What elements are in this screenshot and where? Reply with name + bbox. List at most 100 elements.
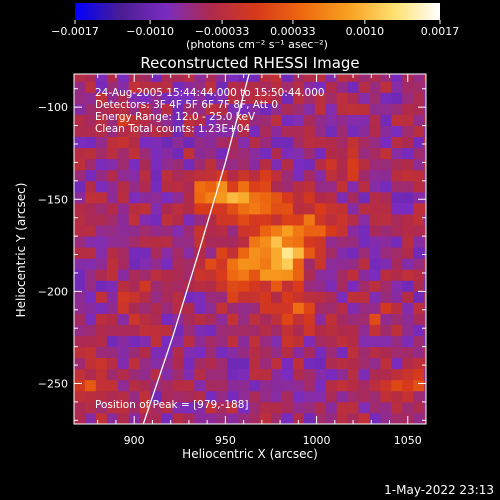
heatmap-cell [314,103,327,115]
heatmap-cell [106,302,119,314]
heatmap-cell [270,214,283,226]
heatmap-cell [413,169,425,182]
heatmap-cell [424,335,426,348]
heatmap-cell [314,74,327,82]
heatmap-cell [358,180,370,193]
heatmap-cell [249,258,261,270]
heatmap-cell [424,368,426,381]
heatmap-cell [270,379,283,392]
heatmap-cell [249,92,261,104]
heatmap-cell [281,103,294,115]
heatmap-cell [391,346,403,359]
heatmap-cell [216,346,228,359]
heatmap-cell [424,81,426,93]
heatmap-cell [391,225,403,237]
heatmap-cell [281,390,294,403]
heatmap-cell [205,180,217,193]
heatmap-cell [314,401,327,414]
heatmap-cell [238,214,250,226]
heatmap-cell [150,202,162,215]
heatmap-cell [325,390,338,403]
heatmap-cell [150,74,162,82]
heatmap-cell [95,136,108,149]
heatmap-cell [238,103,250,115]
heatmap-cell [402,324,414,336]
heatmap-cell [347,269,359,281]
heatmap-cell [281,247,294,259]
heatmap-cell [260,401,272,414]
heatmap-cell [238,346,250,359]
heatmap-cell [238,313,250,325]
heatmap-cell [172,368,184,381]
heatmap-cell [336,313,348,325]
heatmap-cell [183,313,195,325]
heatmap-cell [216,390,228,403]
heatmap-cell [413,202,425,215]
heatmap-cell [314,180,327,193]
heatmap-cell [172,302,184,314]
heatmap-cell [314,247,327,259]
heatmap-cell [172,81,184,93]
heatmap-cell [402,103,414,115]
heatmap-cell [413,291,425,303]
heatmap-cell [95,191,108,204]
heatmap-cell [413,258,425,270]
heatmap-cell [172,324,184,336]
heatmap-cell [95,324,108,336]
heatmap-cell [128,147,141,160]
heatmap-cell [369,191,381,204]
heatmap-cell [139,247,151,259]
heatmap-cell [216,158,228,171]
heatmap-cell [227,74,239,82]
heatmap-cell [380,368,392,381]
heatmap-cell [84,92,97,104]
x-tick-label: 1050 [394,434,422,447]
heatmap-cell [216,258,228,270]
heatmap-cell [358,379,370,392]
heatmap-cell [183,158,195,171]
heatmap-cell [292,280,305,292]
heatmap-cell [369,379,381,392]
heatmap-cell [106,280,119,292]
heatmap-cell [281,158,294,171]
heatmap-cell [380,313,392,325]
heatmap-cell [74,180,86,193]
heatmap-cell [336,114,348,126]
heatmap-cell [205,169,217,182]
heatmap-cell [325,169,338,182]
y-axis-label: Heliocentric Y (arcsec) [14,183,28,318]
heatmap-cell [139,147,151,160]
heatmap-cell [139,236,151,248]
heatmap-cell [205,236,217,248]
heatmap-cell [314,335,327,348]
heatmap-cell [413,103,425,115]
heatmap-cell [95,81,108,93]
annotation-line: Clean Total counts: 1.23E+04 [95,123,250,135]
heatmap-cell [205,258,217,270]
heatmap-cell [260,92,272,104]
heatmap-cell [150,368,162,381]
heatmap-cell [117,180,130,193]
heatmap-cell [216,191,228,204]
heatmap-cell [358,302,370,314]
heatmap-cell [216,280,228,292]
heatmap-cell [128,390,141,403]
heatmap-cell [84,214,97,226]
heatmap-cell [391,379,403,392]
heatmap-cell [292,247,305,259]
heatmap-cell [249,125,261,138]
heatmap-cell [161,291,173,303]
heatmap-cell [84,180,97,193]
heatmap-cell [369,92,381,104]
heatmap-cell [194,335,206,348]
heatmap-cell [172,202,184,215]
heatmap-cell [216,202,228,215]
heatmap-cell [347,357,359,370]
heatmap-cell [260,412,272,424]
heatmap-cell [281,81,294,93]
heatmap-cell [369,103,381,115]
heatmap-cell [325,357,338,370]
heatmap-cell [413,379,425,392]
heatmap-cell [216,313,228,325]
heatmap-cell [270,236,283,248]
